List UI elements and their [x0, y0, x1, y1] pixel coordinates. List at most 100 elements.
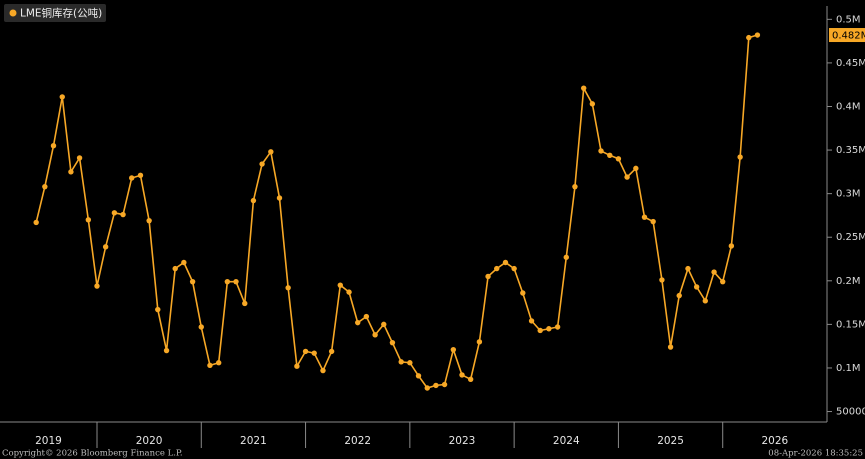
- data-point: [111, 210, 118, 216]
- data-point: [42, 183, 48, 190]
- data-point: [276, 195, 283, 201]
- y-tick-label: 0.3M: [836, 189, 861, 200]
- data-point: [102, 244, 109, 250]
- data-point: [146, 217, 152, 224]
- x-tick-label: 2025: [657, 435, 684, 447]
- data-point: [129, 175, 135, 181]
- series-line: [35, 34, 758, 389]
- data-point: [546, 326, 552, 332]
- data-point: [693, 284, 700, 290]
- data-point: [537, 327, 543, 334]
- data-point: [615, 156, 622, 162]
- data-point: [224, 278, 231, 285]
- data-point: [589, 101, 596, 107]
- data-point: [302, 348, 309, 355]
- data-point: [268, 149, 274, 155]
- data-point: [415, 373, 422, 379]
- timestamp: 08-Apr-2026 18:35:25: [768, 449, 863, 459]
- data-point: [650, 218, 656, 225]
- data-point: [572, 183, 578, 190]
- data-point: [720, 278, 726, 285]
- data-point: [502, 259, 509, 266]
- data-point: [50, 143, 57, 149]
- data-point: [754, 32, 761, 38]
- data-point: [85, 217, 92, 223]
- data-point: [389, 339, 396, 346]
- data-point: [372, 332, 378, 338]
- x-tick-label: 2022: [344, 435, 371, 447]
- x-tick-label: 2021: [240, 435, 267, 447]
- source: Copyright© 2026 Bloomberg Finance L.P.: [2, 449, 183, 459]
- y-tick-label: 0.15M: [836, 319, 865, 330]
- legend-marker: [9, 9, 17, 17]
- y-tick-label: 0.2M: [836, 276, 861, 287]
- last-value-badge: [829, 28, 865, 43]
- data-point: [76, 155, 83, 161]
- data-point: [328, 348, 335, 355]
- data-point: [659, 277, 665, 283]
- last-value-label: 0.482M: [832, 31, 865, 42]
- data-point: [607, 152, 613, 158]
- data-point: [711, 269, 717, 275]
- data-point: [441, 381, 448, 388]
- data-point: [433, 382, 439, 389]
- data-point: [685, 265, 691, 272]
- data-point: [137, 172, 144, 179]
- data-point: [207, 362, 213, 369]
- data-point: [33, 219, 39, 226]
- data-point: [320, 367, 326, 374]
- data-point: [633, 165, 639, 172]
- data-point: [563, 254, 569, 260]
- y-tick-label: 50000: [836, 407, 865, 418]
- data-point: [189, 278, 196, 285]
- data-point: [467, 376, 474, 382]
- x-tick-label: 2024: [553, 435, 580, 447]
- data-point: [641, 214, 648, 220]
- y-tick-label: 0.25M: [836, 232, 865, 243]
- data-point: [233, 278, 239, 285]
- data-point: [746, 34, 752, 41]
- data-point: [520, 290, 526, 296]
- data-point: [728, 243, 735, 249]
- data-point: [528, 318, 535, 324]
- x-tick-label: 2019: [35, 435, 62, 447]
- data-point: [172, 265, 178, 272]
- data-point: [598, 148, 604, 154]
- y-tick-label: 0.45M: [836, 58, 865, 69]
- data-point: [250, 197, 257, 204]
- data-point: [355, 319, 361, 326]
- data-point: [94, 283, 100, 289]
- data-point: [363, 313, 370, 320]
- data-point: [424, 385, 430, 391]
- data-point: [459, 372, 465, 378]
- data-point: [181, 259, 187, 266]
- data-point: [215, 360, 222, 366]
- data-point: [511, 265, 517, 272]
- data-point: [381, 321, 387, 328]
- x-tick-label: 2020: [136, 435, 163, 447]
- data-point: [163, 347, 170, 354]
- data-point: [737, 154, 743, 160]
- data-point: [485, 273, 491, 280]
- data-point: [155, 306, 161, 313]
- data-point: [68, 169, 74, 175]
- data-point: [667, 344, 674, 350]
- data-point: [294, 363, 300, 369]
- data-point: [702, 298, 708, 304]
- y-tick-label: 0.35M: [836, 145, 865, 156]
- data-point: [398, 359, 404, 365]
- data-point: [59, 94, 65, 100]
- x-tick-label: 2023: [449, 435, 476, 447]
- legend-box: [4, 4, 106, 22]
- data-point: [676, 292, 682, 299]
- y-tick-label: 0.1M: [836, 363, 861, 374]
- x-tick-label: 2026: [761, 435, 788, 447]
- data-point: [259, 161, 265, 167]
- data-point: [624, 174, 630, 180]
- data-point: [242, 300, 248, 307]
- data-point: [311, 350, 317, 356]
- data-point: [346, 289, 352, 295]
- data-point: [580, 85, 587, 91]
